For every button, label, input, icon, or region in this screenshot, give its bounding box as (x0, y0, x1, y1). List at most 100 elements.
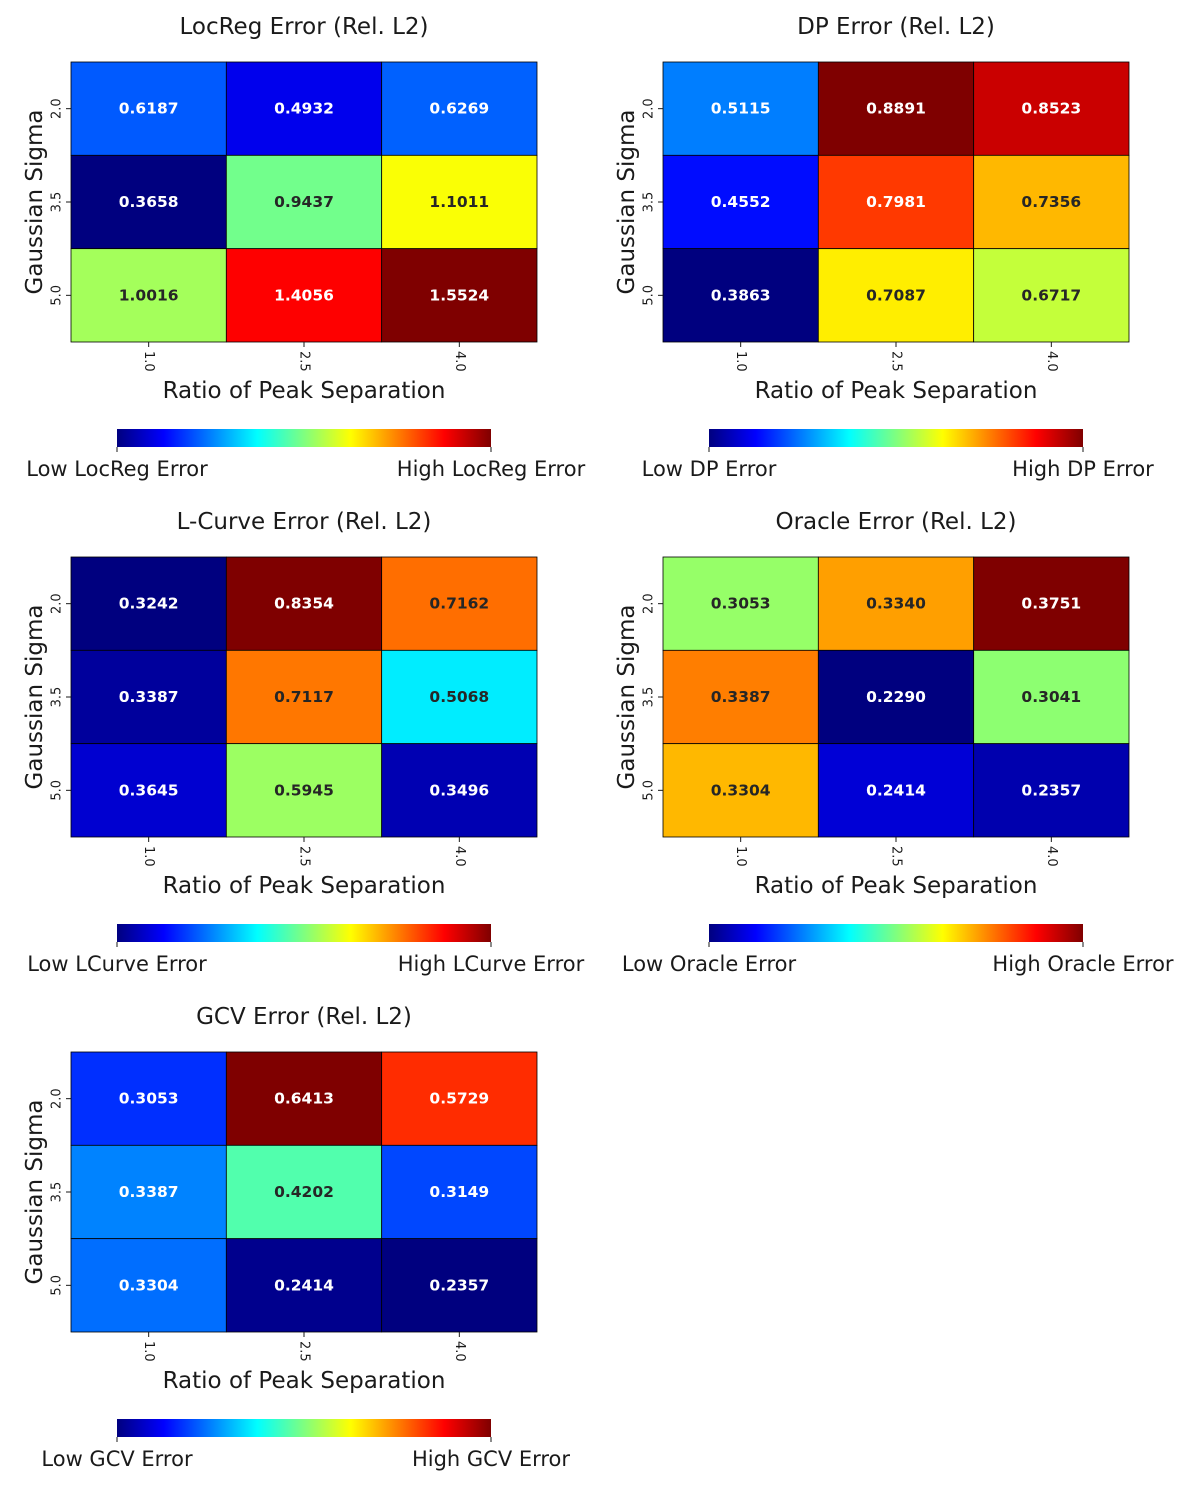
cell-value-label: 0.6269 (429, 100, 489, 118)
cell-value-label: 0.8523 (1021, 100, 1081, 118)
x-tick-label: 2.5 (889, 351, 904, 372)
cell-value-label: 0.3340 (866, 595, 926, 613)
heatmap-cell (662, 743, 819, 838)
y-tick-label: 3.5 (642, 687, 657, 708)
y-tick-label: 2.0 (50, 98, 65, 119)
cell-value-label: 0.9437 (274, 193, 334, 211)
heatmap-cell (70, 154, 227, 250)
cell-value-label: 0.2290 (866, 688, 926, 706)
x-axis-label: Ratio of Peak Separation (755, 378, 1038, 404)
x-tick-label: 4.0 (452, 846, 467, 867)
cell-value-label: 0.3053 (711, 595, 771, 613)
y-tick-label: 3.5 (50, 1182, 65, 1203)
heatmap-cell (817, 154, 975, 250)
heatmap-panel: GCV Error (Rel. L2) 0.3053 0.6413 0.5729 0.3… (22, 1004, 570, 1471)
cell-value-label: 0.3387 (711, 688, 771, 706)
x-tick-label: 4.0 (1044, 846, 1059, 867)
colorbar-low-label: Low LCurve Error (27, 952, 207, 976)
cell-value-label: 0.6717 (1021, 286, 1081, 304)
cell-value-label: 0.2414 (866, 781, 926, 799)
heatmap-cell (381, 1238, 538, 1333)
heatmap-cell (225, 1238, 383, 1333)
heatmap-panel: L-Curve Error (Rel. L2) 0.3242 0.8354 0.716… (22, 509, 585, 976)
cell-value-label: 0.8354 (274, 595, 334, 613)
cell-value-label: 0.3658 (119, 193, 179, 211)
x-axis-label: Ratio of Peak Separation (163, 873, 446, 899)
heatmap-cell (973, 61, 1130, 156)
x-tick-label: 4.0 (452, 351, 467, 372)
cell-value-label: 0.7981 (866, 193, 926, 211)
y-tick-label: 3.5 (642, 192, 657, 213)
heatmap-cell (973, 649, 1130, 745)
heatmap-cell (70, 1144, 227, 1240)
cell-value-label: 0.7162 (429, 595, 489, 613)
chart-title: DP Error (Rel. L2) (797, 14, 995, 40)
cell-value-label: 0.3304 (711, 781, 771, 799)
heatmap-cell (225, 154, 383, 250)
cell-value-label: 0.4932 (274, 100, 334, 118)
heatmap-cell (381, 1051, 538, 1146)
cell-value-label: 0.7356 (1021, 193, 1081, 211)
heatmap-cell (225, 556, 383, 651)
heatmap-cell (817, 248, 975, 343)
heatmap-cell (662, 248, 819, 343)
x-tick-label: 2.5 (297, 1341, 312, 1362)
y-axis-label: Gaussian Sigma (614, 110, 640, 295)
x-tick-label: 2.5 (297, 351, 312, 372)
cell-value-label: 0.3149 (429, 1183, 489, 1201)
cell-value-label: 0.5945 (274, 781, 334, 799)
y-tick-label: 3.5 (50, 687, 65, 708)
x-tick-label: 1.0 (733, 351, 748, 372)
heatmap-cell (973, 743, 1130, 838)
x-tick-label: 1.0 (733, 846, 748, 867)
cell-value-label: 0.6187 (119, 100, 179, 118)
y-tick-label: 5.0 (642, 780, 657, 801)
cell-value-label: 0.3496 (429, 781, 489, 799)
heatmap-cell (70, 649, 227, 745)
colorbar-high-label: High Oracle Error (992, 952, 1174, 976)
heatmap-cell (225, 743, 383, 838)
y-tick-label: 5.0 (50, 285, 65, 306)
colorbar-high-label: High LocReg Error (397, 457, 586, 481)
cell-value-label: 0.3041 (1021, 688, 1081, 706)
heatmap-cell (662, 154, 819, 250)
cell-value-label: 0.3304 (119, 1276, 179, 1294)
x-tick-label: 1.0 (141, 1341, 156, 1362)
heatmap-cell (381, 61, 538, 156)
heatmap-cell (225, 248, 383, 343)
colorbar-low-label: Low DP Error (642, 457, 777, 481)
cell-value-label: 0.5115 (711, 100, 771, 118)
heatmap-cell (225, 1144, 383, 1240)
x-axis-label: Ratio of Peak Separation (163, 378, 446, 404)
heatmap-cell (225, 649, 383, 745)
cell-value-label: 0.3751 (1021, 595, 1081, 613)
colorbar-high-label: High GCV Error (412, 1447, 570, 1471)
colorbar (709, 429, 1083, 447)
cell-value-label: 0.8891 (866, 100, 926, 118)
y-tick-label: 2.0 (50, 593, 65, 614)
heatmap-cell (973, 248, 1130, 343)
heatmap-cell (381, 743, 538, 838)
colorbar (117, 429, 491, 447)
cell-value-label: 0.6413 (274, 1090, 334, 1108)
cell-value-label: 1.4056 (274, 286, 334, 304)
heatmap-cell (225, 61, 383, 156)
heatmap-cell (381, 1144, 538, 1240)
heatmap-cell (70, 61, 227, 156)
cell-value-label: 0.3863 (711, 286, 771, 304)
y-axis-label: Gaussian Sigma (22, 110, 48, 295)
heatmap-cell (381, 154, 538, 250)
chart-title: Oracle Error (Rel. L2) (775, 509, 1016, 535)
colorbar-high-label: High LCurve Error (398, 952, 585, 976)
y-tick-label: 5.0 (50, 780, 65, 801)
heatmap-panel: LocReg Error (Rel. L2) 0.6187 0.4932 0.6269… (22, 14, 586, 481)
cell-value-label: 0.3387 (119, 1183, 179, 1201)
x-tick-label: 4.0 (1044, 351, 1059, 372)
cell-value-label: 0.7117 (274, 688, 334, 706)
x-axis-label: Ratio of Peak Separation (755, 873, 1038, 899)
y-axis-label: Gaussian Sigma (22, 1100, 48, 1285)
heatmap-cell (817, 649, 975, 745)
heatmap-cell (973, 556, 1130, 651)
heatmap-cell (70, 556, 227, 651)
y-tick-label: 2.0 (642, 593, 657, 614)
